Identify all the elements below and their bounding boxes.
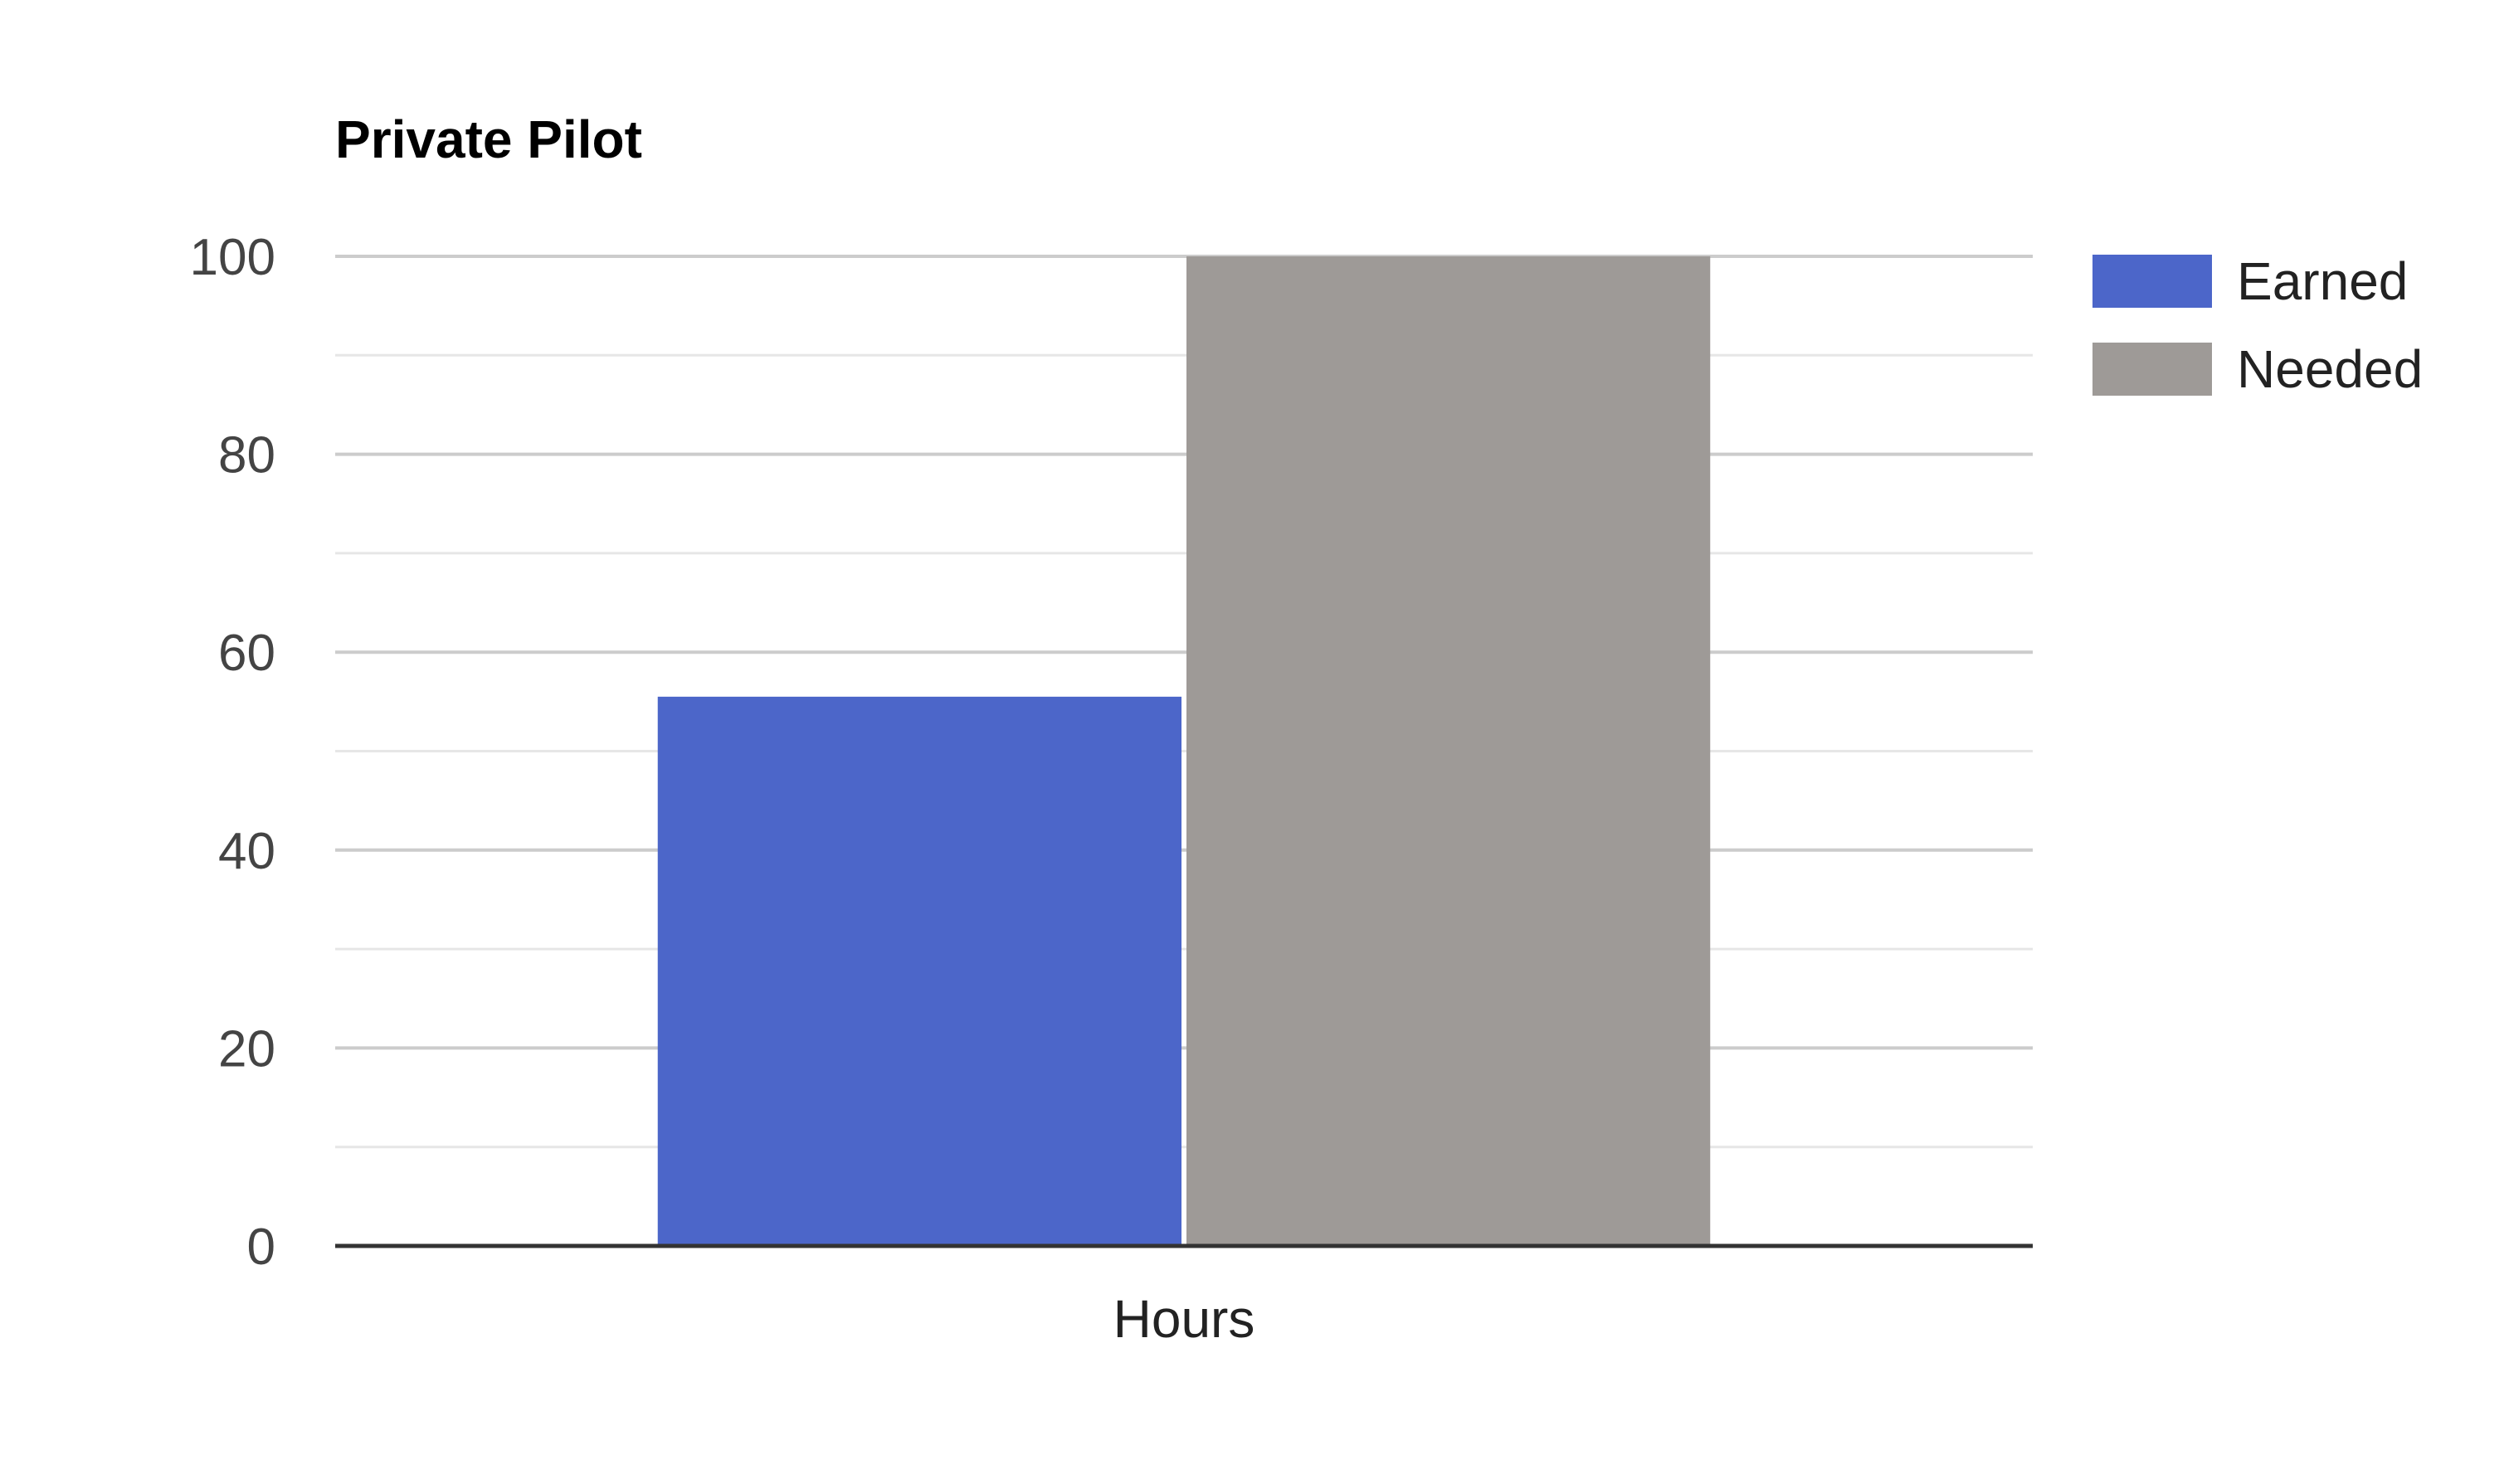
legend-swatch-needed (2092, 343, 2212, 396)
x-category-label: Hours (1113, 1289, 1255, 1349)
bar-needed (1186, 256, 1711, 1246)
bars (657, 256, 1711, 1246)
y-tick-label: 20 (218, 1020, 275, 1078)
y-tick-label: 0 (247, 1219, 275, 1276)
chart-title: Private Pilot (335, 109, 642, 169)
axis: 0 20 40 60 80 100 Hours (190, 229, 2033, 1349)
y-tick-label: 100 (190, 229, 275, 286)
legend: Earned Needed (2092, 251, 2423, 399)
legend-label-earned: Earned (2237, 251, 2408, 311)
y-tick-label: 60 (218, 625, 275, 682)
legend-swatch-earned (2092, 255, 2212, 308)
y-tick-label: 80 (218, 427, 275, 484)
legend-label-needed: Needed (2237, 339, 2423, 399)
y-tick-label: 40 (218, 823, 275, 880)
gridlines (335, 255, 2033, 1149)
bar-earned (657, 696, 1181, 1246)
